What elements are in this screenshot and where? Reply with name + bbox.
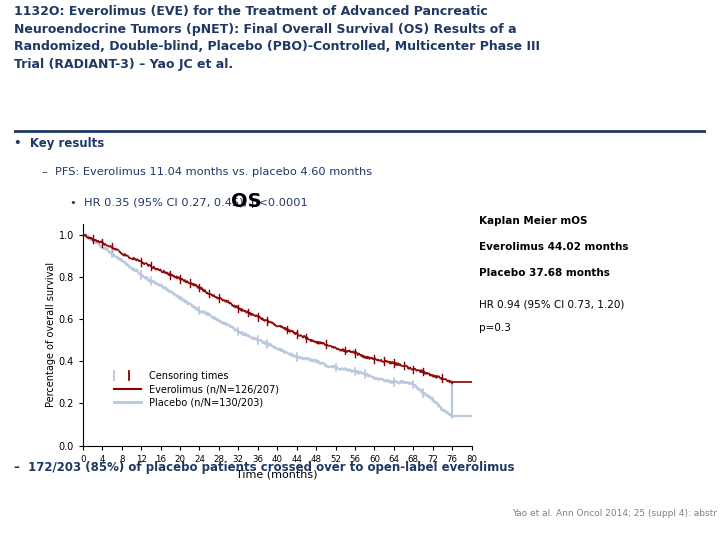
Text: Yao et al. Ann Oncol 2014; 25 (suppl 4): abstr 1132O: Yao et al. Ann Oncol 2014; 25 (suppl 4):… xyxy=(512,509,720,518)
Text: –  PFS: Everolimus 11.04 months vs. placebo 4.60 months: – PFS: Everolimus 11.04 months vs. place… xyxy=(42,167,372,178)
Text: p=0.3: p=0.3 xyxy=(479,323,510,333)
Text: Placebo (n/N=130/203): Placebo (n/N=130/203) xyxy=(149,397,263,407)
Text: Kaplan Meier mOS: Kaplan Meier mOS xyxy=(479,216,588,226)
X-axis label: Time (months): Time (months) xyxy=(236,469,318,479)
Text: Censoring times: Censoring times xyxy=(149,371,228,381)
Text: Everolimus 44.02 months: Everolimus 44.02 months xyxy=(479,242,629,252)
Y-axis label: Percentage of overall survival: Percentage of overall survival xyxy=(45,262,55,407)
Text: HR 0.94 (95% CI 0.73, 1.20): HR 0.94 (95% CI 0.73, 1.20) xyxy=(479,299,624,309)
Text: •  Key results: • Key results xyxy=(14,137,104,150)
Text: OS: OS xyxy=(231,192,261,211)
Text: 1132O: Everolimus (EVE) for the Treatment of Advanced Pancreatic
Neuroendocrine : 1132O: Everolimus (EVE) for the Treatmen… xyxy=(14,5,541,71)
Text: •  HR 0.35 (95% CI 0.27, 0.45); p<0.0001: • HR 0.35 (95% CI 0.27, 0.45); p<0.0001 xyxy=(70,198,307,208)
Text: –  172/203 (85%) of placebo patients crossed over to open-label everolimus: – 172/203 (85%) of placebo patients cros… xyxy=(14,461,515,474)
Text: Everolimus (n/N=126/207): Everolimus (n/N=126/207) xyxy=(149,384,279,394)
Text: Placebo 37.68 months: Placebo 37.68 months xyxy=(479,268,610,278)
